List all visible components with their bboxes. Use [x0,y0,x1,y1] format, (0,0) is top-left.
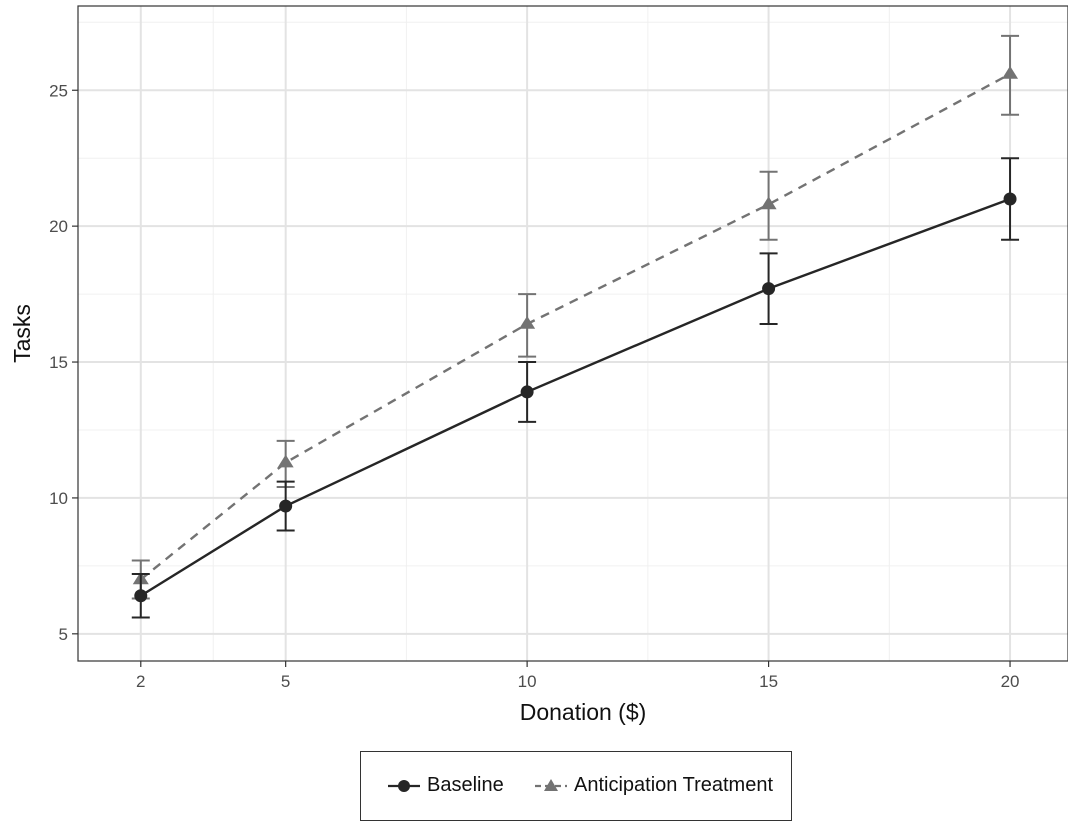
y-tick-label: 15 [49,353,68,372]
data-point [1003,192,1017,206]
x-axis: 2 5 10 15 20 [136,661,1020,691]
grid-minor [78,6,1068,661]
data-point [277,454,294,468]
data-point [519,315,536,329]
y-tick-label: 10 [49,489,68,508]
x-tick-label: 2 [136,672,145,691]
series-anticipation-treatment [131,34,1020,600]
y-axis: 5 10 15 20 25 [49,81,78,644]
x-tick-label: 15 [759,672,778,691]
y-tick-label: 25 [49,81,68,100]
y-tick-label: 5 [59,625,68,644]
series-baseline [131,157,1020,619]
plot-border [77,5,1068,662]
x-tick-label: 5 [281,672,290,691]
data-point [760,196,777,210]
plot-panel [78,6,1068,661]
data-point [134,589,148,603]
grid-major [78,6,1068,661]
x-tick-label: 20 [1001,672,1020,691]
x-tick-label: 10 [518,672,537,691]
legend-key-triangle-icon [535,778,567,791]
data-point [520,385,534,399]
x-axis-title: Donation ($) [520,699,647,725]
data-point [762,282,776,296]
legend: Baseline Anticipation Treatment [360,751,792,821]
legend-label-baseline: Baseline [427,774,504,796]
data-point [1002,65,1019,79]
series-layer [131,34,1020,619]
y-axis-title: Tasks [9,304,35,363]
y-tick-label: 20 [49,217,68,236]
legend-label-anticipation: Anticipation Treatment [574,774,773,796]
data-point [279,499,293,513]
legend-item-anticipation: Anticipation Treatment [534,774,773,797]
legend-key-circle-icon [388,779,420,792]
legend-item-baseline: Baseline [387,774,504,797]
